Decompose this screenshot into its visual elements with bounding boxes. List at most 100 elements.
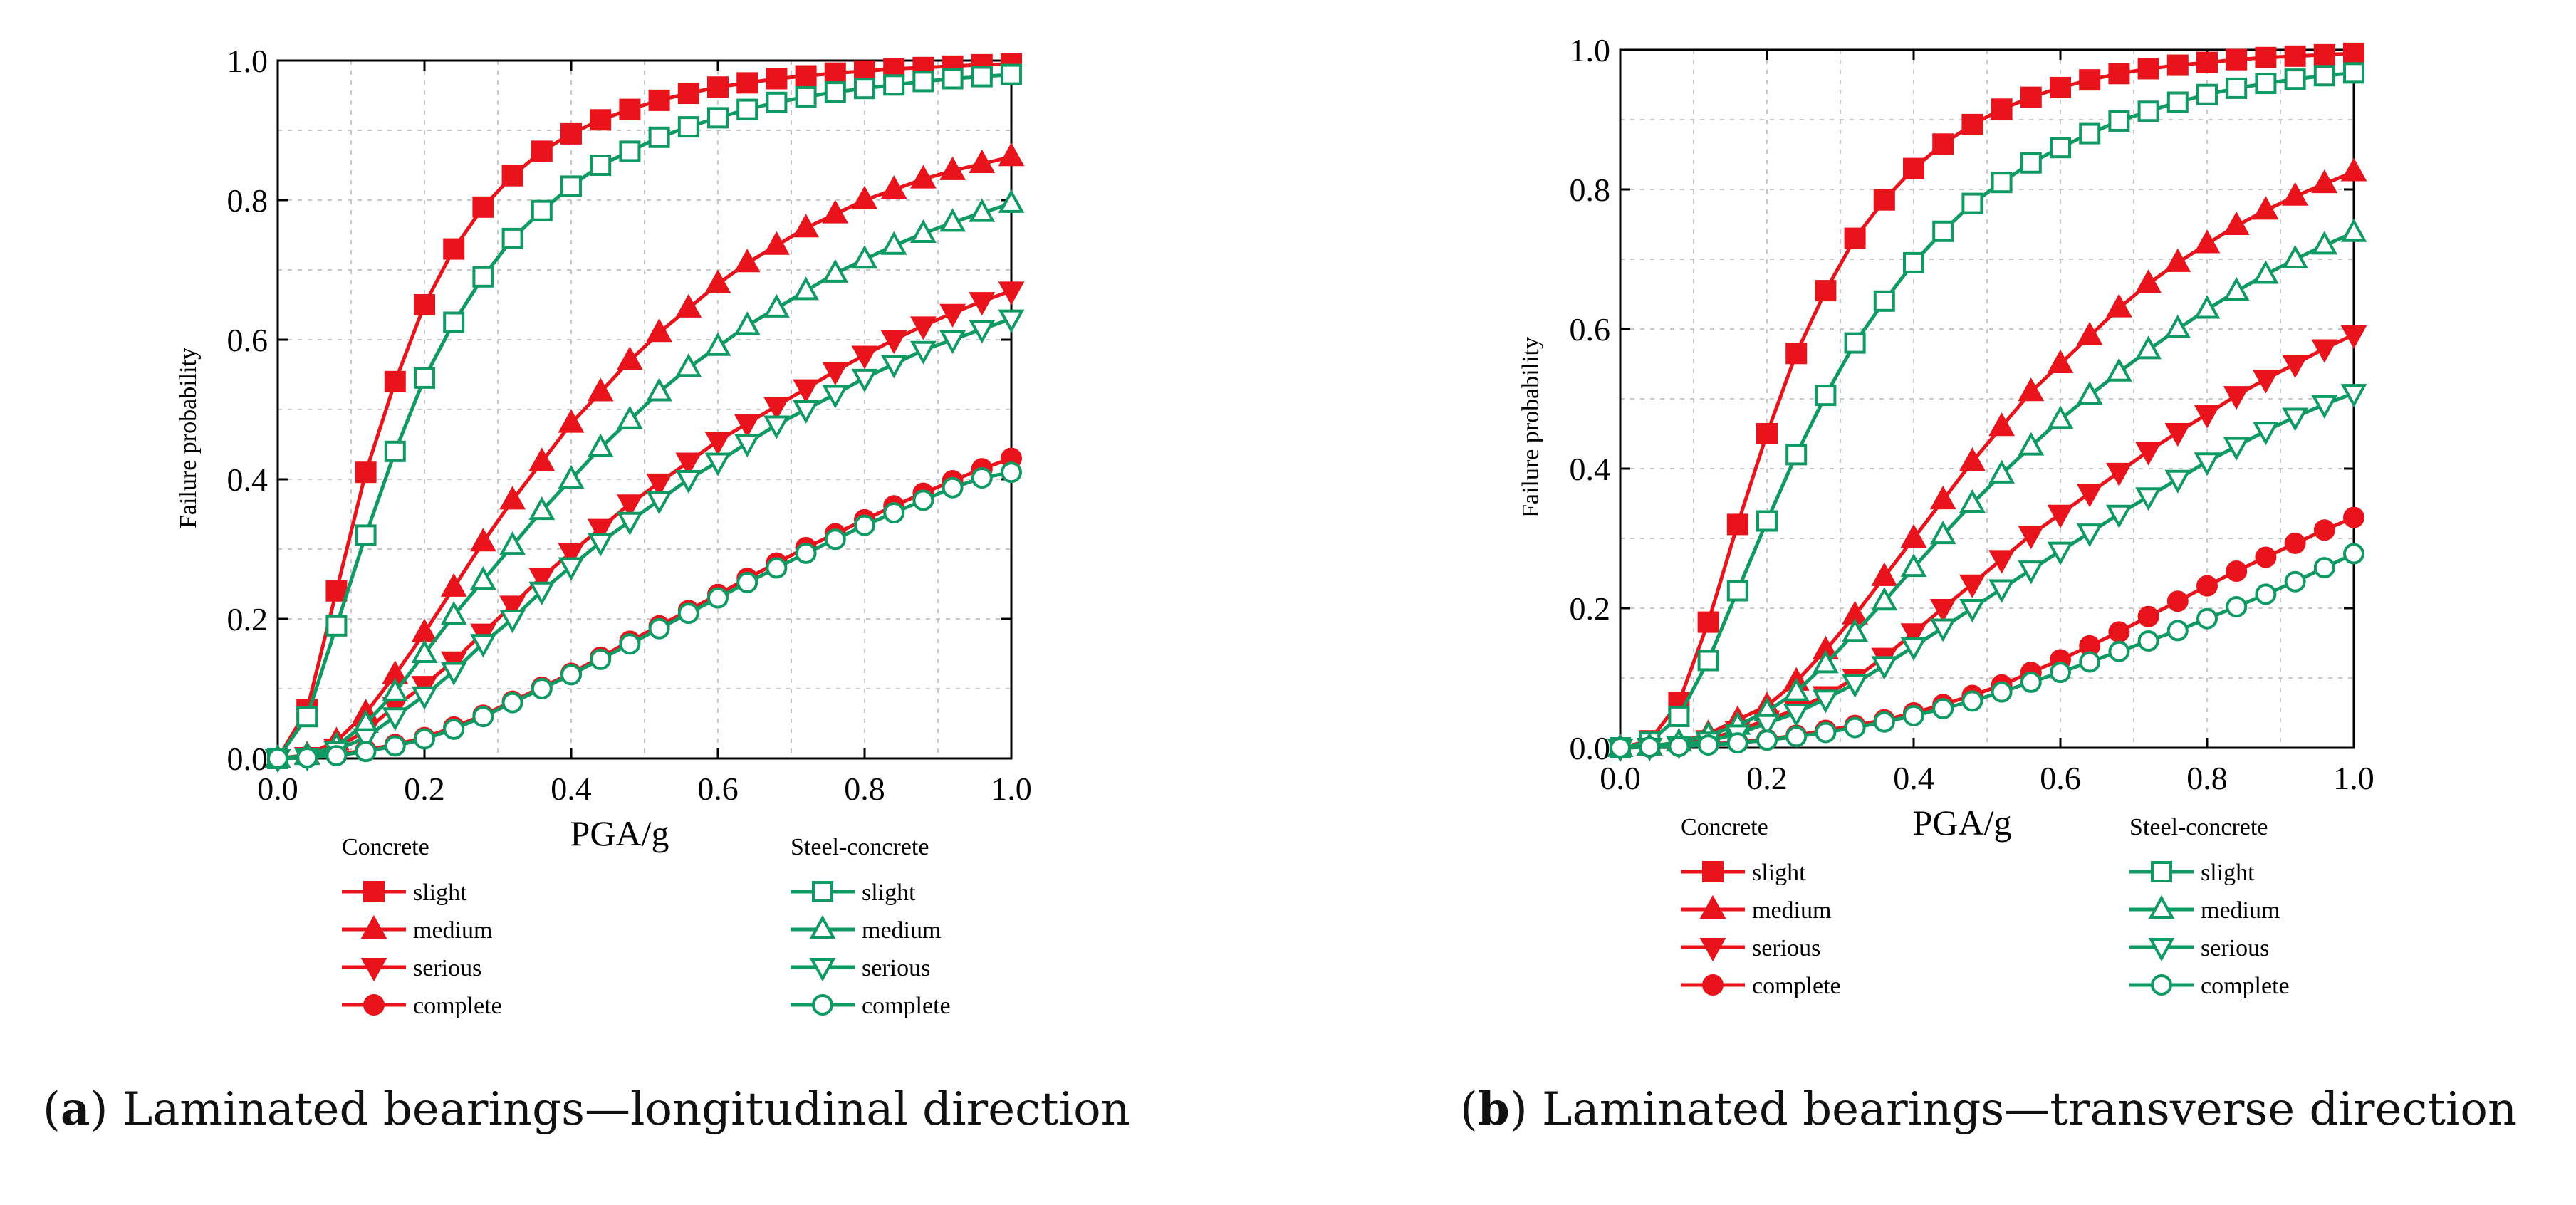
data-point bbox=[2343, 62, 2364, 84]
data-point bbox=[2313, 43, 2335, 66]
data-point bbox=[2050, 137, 2071, 159]
data-point bbox=[619, 633, 641, 655]
data-point bbox=[998, 309, 1025, 333]
y-tick-label: 0.8 bbox=[1570, 172, 1611, 208]
data-point bbox=[2166, 54, 2189, 76]
data-point bbox=[939, 208, 966, 232]
data-point bbox=[2050, 76, 2071, 98]
data-point bbox=[2050, 662, 2071, 684]
series-steel-concrete-medium bbox=[264, 189, 1025, 768]
data-point bbox=[472, 706, 494, 728]
data-point bbox=[912, 489, 934, 511]
data-point bbox=[793, 379, 819, 403]
data-point bbox=[1988, 459, 2015, 484]
y-axis-title: Failure probability bbox=[175, 348, 202, 528]
data-point bbox=[675, 353, 702, 377]
data-point bbox=[648, 89, 670, 111]
data-point bbox=[2343, 42, 2364, 64]
data-point bbox=[822, 199, 849, 224]
data-point bbox=[1726, 580, 1748, 602]
data-point bbox=[1961, 113, 1983, 135]
data-point bbox=[763, 231, 790, 255]
data-point bbox=[1961, 690, 1983, 712]
data-point bbox=[499, 486, 526, 510]
data-point bbox=[1900, 523, 1927, 548]
data-point bbox=[2196, 607, 2218, 630]
data-point bbox=[1932, 220, 1954, 242]
data-point bbox=[2226, 560, 2248, 583]
data-point bbox=[558, 557, 585, 581]
data-point bbox=[939, 303, 966, 328]
data-point bbox=[1001, 461, 1022, 484]
series-concrete-medium bbox=[264, 142, 1025, 768]
series-line bbox=[276, 73, 1012, 760]
data-point bbox=[619, 140, 641, 162]
legend-label-concrete-serious: serious bbox=[1752, 935, 1820, 961]
data-point bbox=[1668, 736, 1690, 758]
data-point bbox=[2079, 122, 2101, 145]
data-point bbox=[414, 367, 435, 389]
data-point bbox=[472, 196, 494, 218]
legend-label-concrete-medium: medium bbox=[413, 917, 492, 944]
data-point bbox=[1959, 574, 1986, 598]
x-tick-label: 1.0 bbox=[991, 771, 1032, 807]
data-point bbox=[2226, 596, 2248, 618]
data-point bbox=[2253, 260, 2279, 284]
data-point bbox=[1697, 611, 1719, 633]
legend-marker bbox=[809, 958, 836, 982]
data-point bbox=[1753, 714, 1780, 738]
data-point bbox=[1610, 737, 1631, 758]
data-point bbox=[1929, 520, 1956, 545]
data-point bbox=[704, 432, 731, 456]
legend-label-steel-serious: serious bbox=[2201, 935, 2269, 961]
data-point bbox=[1991, 172, 2013, 194]
data-point bbox=[2196, 575, 2218, 597]
data-point bbox=[2313, 65, 2335, 87]
data-point bbox=[646, 318, 672, 343]
data-point bbox=[411, 639, 438, 663]
data-point bbox=[2253, 370, 2279, 394]
data-point bbox=[2166, 590, 2189, 612]
data-point bbox=[1988, 579, 2015, 603]
data-point bbox=[355, 461, 377, 484]
series-steel-concrete-serious bbox=[1607, 384, 2367, 763]
data-point bbox=[2194, 405, 2221, 429]
legend-marker bbox=[2148, 894, 2175, 919]
legend-marker bbox=[1699, 938, 1726, 962]
data-point bbox=[648, 126, 670, 148]
data-point bbox=[590, 109, 612, 131]
data-point bbox=[2255, 583, 2277, 605]
data-point bbox=[1871, 656, 1898, 680]
data-point bbox=[1783, 677, 1810, 701]
data-point bbox=[1961, 192, 1983, 214]
data-point bbox=[1932, 698, 1954, 720]
data-point bbox=[2194, 229, 2221, 254]
data-point bbox=[2284, 532, 2306, 554]
data-point bbox=[2223, 211, 2250, 235]
chart-panel-b: 0.0 0.2 0.4 0.6 0.8 1.0 0.0 0.2 0.4 0.6 0.8 1.0 PGA/… bbox=[1518, 32, 2374, 999]
data-point bbox=[2108, 110, 2130, 132]
data-point bbox=[2020, 671, 2042, 693]
plot-frame bbox=[276, 59, 1013, 760]
data-point bbox=[470, 634, 496, 658]
x-tick-label: 0.4 bbox=[551, 771, 592, 807]
data-point bbox=[1903, 251, 1924, 273]
data-point bbox=[1871, 562, 1898, 586]
legend-marker bbox=[1702, 974, 1724, 996]
data-point bbox=[1929, 618, 1956, 642]
data-point bbox=[587, 533, 614, 557]
data-point bbox=[1756, 423, 1778, 444]
x-tick-label: 0.6 bbox=[697, 771, 739, 807]
legend-label-steel-slight: slight bbox=[2201, 860, 2255, 886]
data-point bbox=[795, 542, 817, 564]
legend-label-steel-complete: complete bbox=[2201, 973, 2290, 999]
data-point bbox=[2106, 293, 2132, 318]
data-point bbox=[2076, 484, 2103, 508]
data-point bbox=[2194, 295, 2221, 319]
data-point bbox=[824, 62, 846, 84]
data-point bbox=[734, 414, 761, 438]
data-point bbox=[1871, 587, 1898, 611]
caption-b: (b) Laminated bearings—transverse direct… bbox=[1460, 1083, 2518, 1136]
data-point bbox=[736, 98, 758, 120]
x-tick-label: 0.2 bbox=[404, 771, 445, 807]
